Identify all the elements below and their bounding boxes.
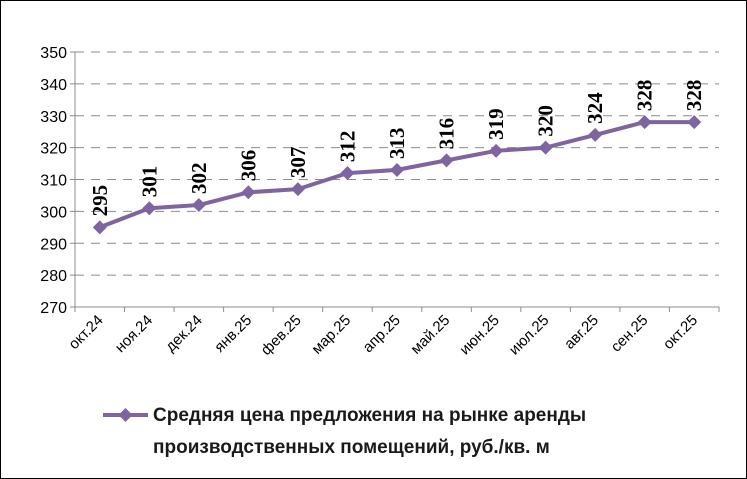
y-tick-label: 290 bbox=[40, 236, 67, 253]
y-tick-label: 310 bbox=[40, 173, 67, 190]
y-tick-label: 270 bbox=[40, 300, 67, 317]
data-label: 306 bbox=[236, 150, 260, 182]
data-point-marker bbox=[637, 115, 652, 130]
data-label: 324 bbox=[583, 92, 607, 124]
data-label: 295 bbox=[88, 185, 112, 217]
x-tick-label: сен.25 bbox=[608, 312, 652, 356]
data-label: 313 bbox=[385, 127, 409, 159]
data-point-marker bbox=[489, 143, 504, 158]
x-tick-label: май.25 bbox=[407, 312, 453, 358]
x-tick-label: мар.25 bbox=[308, 312, 354, 358]
data-point-marker bbox=[142, 201, 157, 216]
data-point-marker bbox=[92, 220, 107, 235]
data-labels: 295 301 302 306 307 312 313 316 319 320 324 328 328 bbox=[88, 80, 706, 217]
data-point-marker bbox=[538, 140, 553, 155]
data-point-marker bbox=[290, 182, 305, 197]
data-point-marker bbox=[340, 166, 355, 181]
data-label: 301 bbox=[137, 166, 161, 198]
y-tick-label: 340 bbox=[40, 77, 67, 94]
y-tick-label: 320 bbox=[40, 141, 67, 158]
x-tick-label: ноя.24 bbox=[112, 312, 156, 356]
y-tick-label: 300 bbox=[40, 204, 67, 221]
legend-marker bbox=[118, 408, 133, 422]
data-label: 307 bbox=[286, 147, 310, 179]
data-point-marker bbox=[390, 162, 404, 177]
gridlines bbox=[70, 51, 719, 308]
data-label: 328 bbox=[682, 80, 706, 112]
data-label: 302 bbox=[187, 163, 211, 195]
series-markers bbox=[92, 115, 702, 235]
data-label: 316 bbox=[435, 118, 459, 150]
legend: Средняя цена предложения на рынке аренды… bbox=[103, 405, 586, 458]
x-tick-label: дек.24 bbox=[162, 312, 205, 355]
x-tick-label: янв.25 bbox=[211, 312, 255, 356]
x-tick-label: июн.25 bbox=[456, 312, 503, 359]
legend-label-line-2: производственных помещений, руб./кв. м bbox=[153, 437, 550, 458]
y-tick-label: 280 bbox=[40, 268, 67, 285]
data-label: 312 bbox=[335, 131, 359, 163]
x-tick-label: апр.25 bbox=[360, 312, 404, 356]
axes bbox=[74, 52, 720, 312]
x-tick-label: июл.25 bbox=[506, 312, 553, 359]
y-tick-label: 350 bbox=[40, 45, 67, 62]
x-tick-labels: окт.24 ноя.24 дек.24 янв.25 фев.25 мар.25 апр.… bbox=[65, 312, 701, 359]
x-tick-label: окт.24 bbox=[65, 312, 106, 353]
data-label: 319 bbox=[484, 108, 508, 139]
data-point-marker bbox=[439, 153, 454, 168]
data-label: 320 bbox=[534, 105, 558, 137]
x-tick-label: фев.25 bbox=[258, 312, 305, 359]
x-tick-label: окт.25 bbox=[660, 312, 701, 353]
y-tick-label: 330 bbox=[40, 109, 67, 126]
y-tick-labels: 270 280 290 300 310 320 330 340 350 bbox=[40, 45, 67, 317]
legend-label-line-1: Средняя цена предложения на рынке аренды bbox=[153, 405, 586, 426]
data-label: 328 bbox=[633, 80, 657, 112]
data-point-marker bbox=[588, 127, 603, 142]
data-point-marker bbox=[241, 185, 256, 200]
x-tick-label: авг.25 bbox=[561, 312, 602, 353]
data-point-marker bbox=[687, 115, 702, 130]
data-point-marker bbox=[191, 198, 206, 212]
